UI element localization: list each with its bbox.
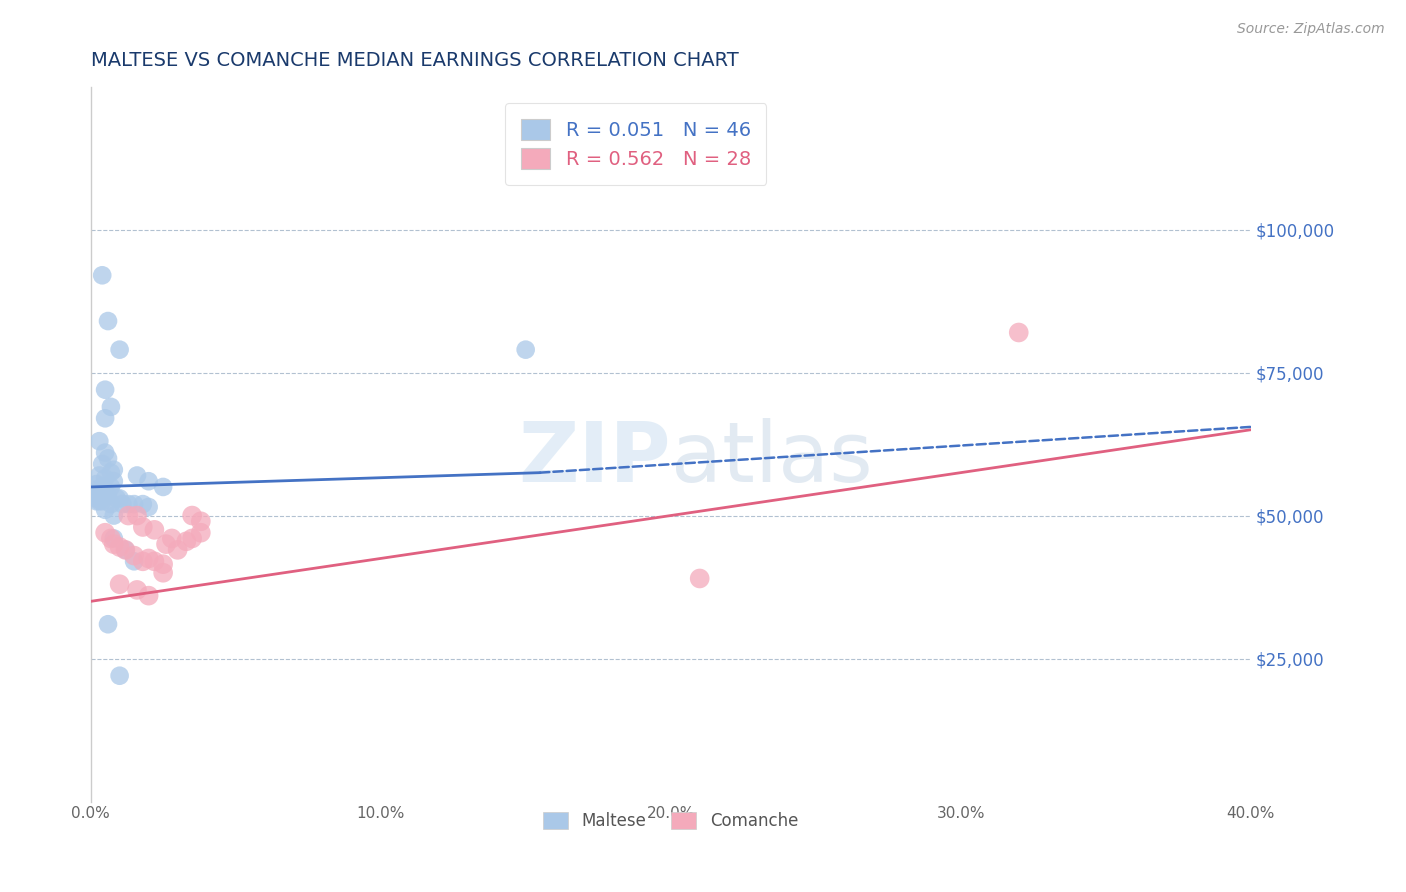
Point (114, 542, 136, 557)
Point (103, 508, 125, 523)
Point (152, 566, 174, 580)
Point (114, 542, 136, 557)
Point (125, 582, 148, 597)
Point (108, 577, 131, 591)
Text: Source: ZipAtlas.com: Source: ZipAtlas.com (1237, 22, 1385, 37)
Point (100, 466, 122, 480)
Point (190, 514, 212, 528)
Point (1008, 326, 1031, 340)
Point (94, 411, 117, 425)
Point (97, 489, 120, 503)
Point (108, 491, 131, 506)
Text: atlas: atlas (671, 417, 873, 499)
Point (122, 554, 145, 568)
Point (689, 572, 711, 586)
Point (108, 669, 131, 683)
Point (89, 494, 111, 508)
Point (100, 400, 122, 414)
Text: ZIP: ZIP (519, 417, 671, 499)
Point (103, 474, 125, 488)
Point (143, 523, 166, 537)
Point (143, 554, 166, 568)
Point (117, 508, 139, 523)
Legend: Maltese, Comanche: Maltese, Comanche (530, 798, 811, 843)
Point (108, 343, 131, 357)
Point (100, 532, 122, 546)
Point (89, 468, 111, 483)
Point (89, 485, 111, 500)
Point (103, 463, 125, 477)
Point (132, 520, 155, 534)
Point (152, 557, 174, 571)
Point (94, 445, 117, 459)
Point (97, 451, 120, 466)
Point (160, 532, 183, 546)
Point (94, 471, 117, 485)
Point (132, 497, 155, 511)
Point (515, 343, 537, 357)
Point (111, 497, 134, 511)
Point (155, 537, 177, 551)
Point (105, 491, 128, 506)
Point (91, 480, 114, 494)
Point (100, 497, 122, 511)
Point (181, 508, 204, 523)
Point (89, 434, 111, 449)
Point (152, 480, 174, 494)
Point (108, 540, 131, 554)
Point (97, 617, 120, 632)
Point (94, 525, 117, 540)
Point (125, 508, 148, 523)
Point (97, 314, 120, 328)
Point (86, 491, 108, 506)
Point (138, 589, 160, 603)
Point (103, 537, 125, 551)
Point (83, 485, 105, 500)
Point (176, 534, 198, 549)
Point (94, 383, 117, 397)
Point (138, 474, 160, 488)
Point (190, 525, 212, 540)
Point (122, 549, 145, 563)
Point (94, 485, 117, 500)
Point (103, 532, 125, 546)
Point (91, 494, 114, 508)
Point (91, 457, 114, 471)
Point (125, 468, 148, 483)
Point (138, 500, 160, 514)
Point (132, 554, 155, 568)
Point (122, 497, 145, 511)
Text: MALTESE VS COMANCHE MEDIAN EARNINGS CORRELATION CHART: MALTESE VS COMANCHE MEDIAN EARNINGS CORR… (90, 51, 738, 70)
Point (117, 497, 139, 511)
Point (86, 494, 108, 508)
Point (86, 477, 108, 491)
Point (181, 532, 204, 546)
Point (166, 542, 188, 557)
Point (94, 503, 117, 517)
Point (91, 268, 114, 283)
Point (86, 483, 108, 497)
Point (100, 480, 122, 494)
Point (138, 551, 160, 566)
